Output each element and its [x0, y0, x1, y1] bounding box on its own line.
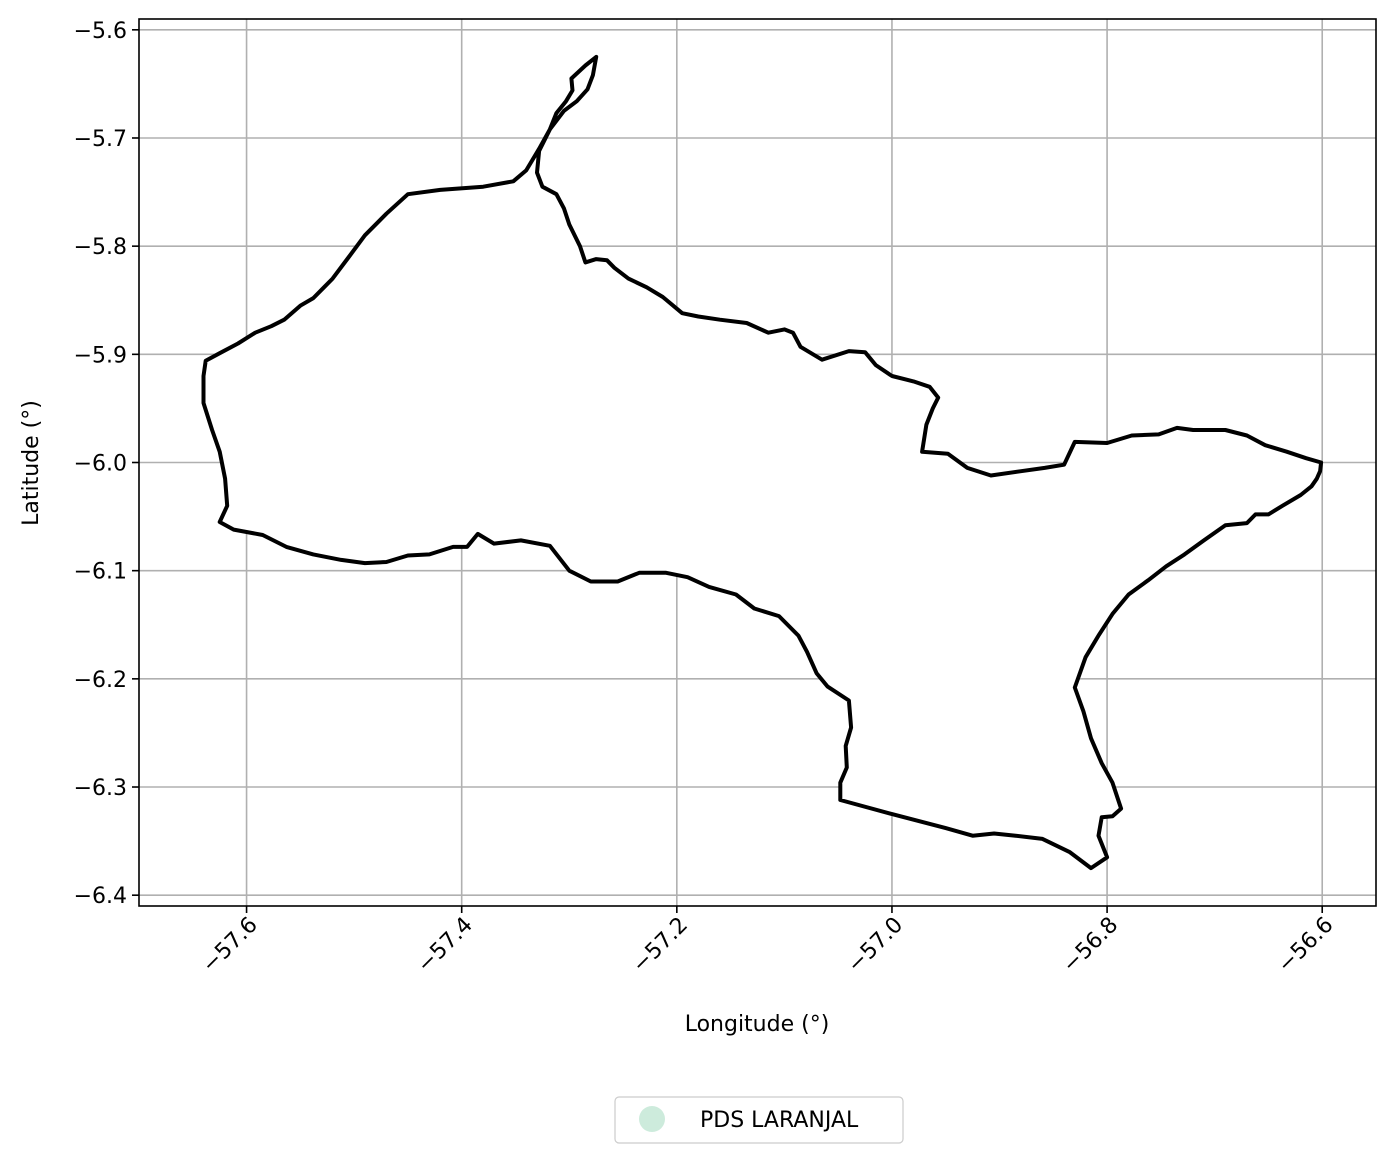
y-tick-label: −5.9: [74, 343, 127, 368]
x-tick-label: −57.2: [628, 913, 693, 978]
y-axis-ticks: −5.6 −5.7 −5.8 −5.9 −6.0 −6.1 −6.2 −6.3 −6.4: [74, 19, 139, 909]
boundary-layer: [201, 54, 1324, 871]
x-tick-label: −57.6: [197, 913, 262, 978]
x-tick-label: −57.4: [413, 913, 478, 978]
y-tick-label: −6.2: [74, 668, 127, 693]
y-tick-label: −5.8: [74, 235, 127, 260]
legend-box: [614, 1096, 904, 1144]
y-tick-label: −6.1: [74, 560, 127, 585]
x-axis-ticks: −57.6 −57.4 −57.2 −57.0 −56.8 −56.6: [197, 906, 1338, 978]
boundary-polygon: [201, 54, 1324, 871]
y-axis-label: Latitude (°): [19, 400, 44, 526]
legend: PDS LARANJAL: [614, 1096, 904, 1144]
y-tick-label: −6.0: [74, 452, 127, 477]
y-tick-label: −5.6: [74, 19, 127, 44]
y-tick-label: −6.3: [74, 776, 127, 801]
x-axis-label: Longitude (°): [685, 1012, 830, 1037]
legend-label: PDS LARANJAL: [700, 1108, 859, 1133]
x-tick-label: −57.0: [843, 913, 908, 978]
legend-marker: [639, 1106, 665, 1132]
x-tick-label: −56.8: [1058, 913, 1123, 978]
y-tick-label: −5.7: [74, 127, 127, 152]
y-tick-label: −6.4: [74, 884, 127, 909]
x-tick-label: −56.6: [1273, 913, 1338, 978]
